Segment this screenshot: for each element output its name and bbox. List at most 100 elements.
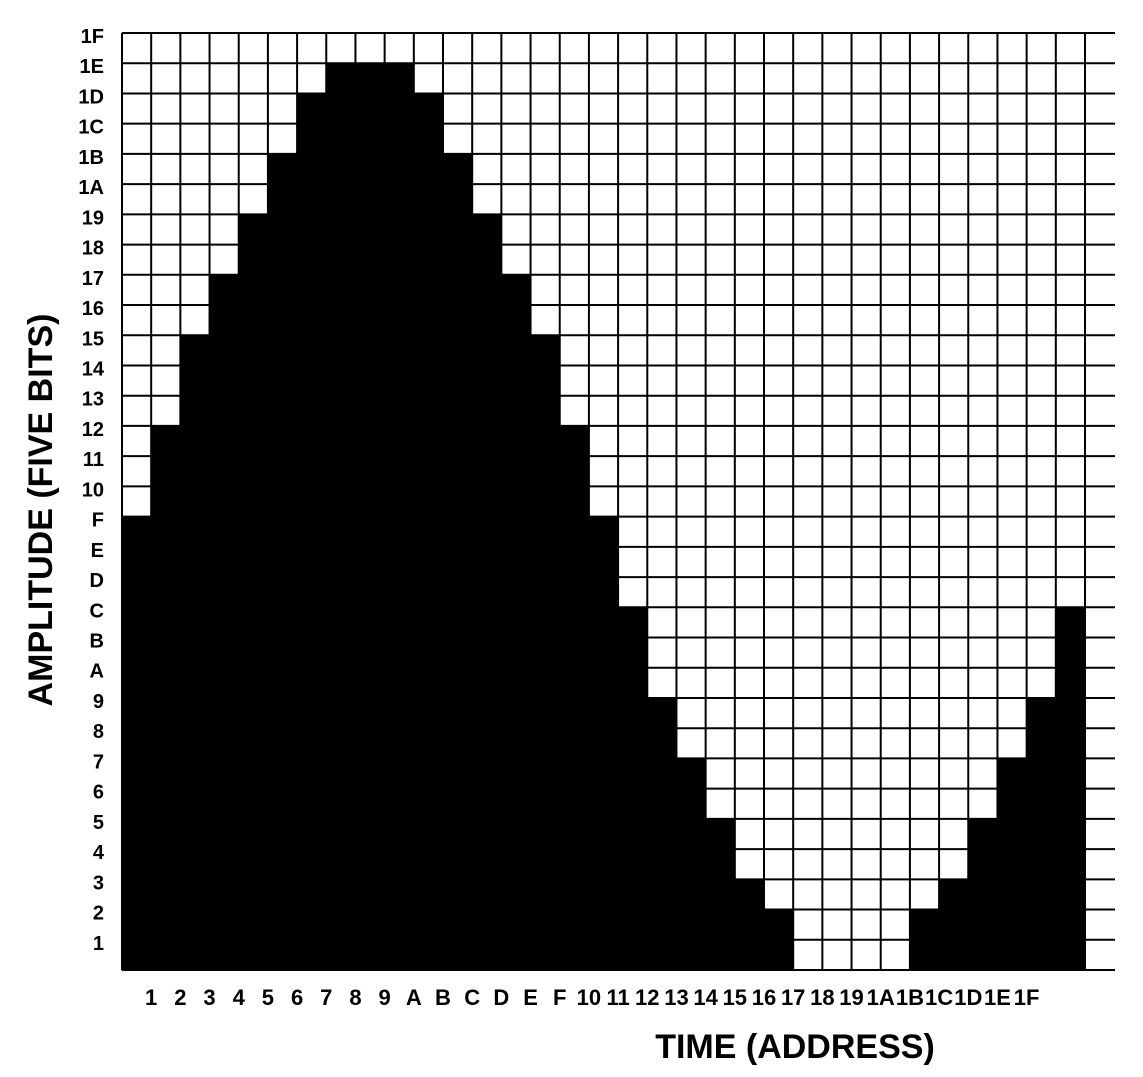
y-tick-label: B (90, 631, 104, 653)
y-tick-label: 7 (93, 751, 104, 773)
amplitude-bar (413, 93, 443, 970)
amplitude-bar (384, 63, 414, 970)
x-tick-label: 1 (145, 985, 157, 1010)
x-tick-label: 6 (291, 985, 303, 1010)
x-tick-label: 10 (577, 985, 601, 1010)
x-tick-label: A (406, 985, 422, 1010)
amplitude-bar (968, 819, 998, 971)
x-tick-label: 15 (723, 985, 747, 1010)
y-tick-label: 10 (82, 479, 104, 501)
y-tick-label: A (90, 661, 104, 683)
amplitude-bar (501, 275, 531, 971)
y-tick-label: 12 (82, 419, 104, 441)
y-tick-label: 1 (93, 933, 104, 955)
amplitude-bar (618, 607, 648, 970)
x-tick-label: 1C (925, 985, 953, 1010)
amplitude-bar (472, 214, 502, 970)
y-tick-label: 1F (81, 26, 104, 48)
x-tick-label: 13 (664, 985, 688, 1010)
x-tick-label: 18 (810, 985, 834, 1010)
amplitude-bar (1055, 607, 1085, 970)
x-tick-label: 4 (233, 985, 246, 1010)
y-tick-label: E (91, 540, 104, 562)
amplitude-bar (647, 698, 677, 971)
y-tick-label: 1A (78, 177, 104, 199)
x-tick-label: 2 (174, 985, 186, 1010)
y-tick-label: 9 (93, 691, 104, 713)
y-axis-label: AMPLITUDE (FIVE BITS) (22, 314, 60, 707)
x-tick-label: 3 (203, 985, 215, 1010)
amplitude-bar (180, 335, 210, 970)
x-tick-label: 9 (379, 985, 391, 1010)
x-tick-label: F (553, 985, 566, 1010)
x-tick-label: 8 (349, 985, 361, 1010)
y-tick-label: 18 (82, 238, 104, 260)
x-tick-label: 1B (896, 985, 924, 1010)
amplitude-bar (764, 910, 794, 971)
amplitude-bar (530, 335, 560, 970)
amplitude-bar (880, 970, 910, 971)
y-tick-label: 16 (82, 298, 104, 320)
y-tick-label: 8 (93, 721, 104, 743)
y-axis-tick-labels: 123456789ABCDEF101112131415161718191A1B1… (78, 26, 104, 955)
amplitude-bar (822, 970, 852, 971)
x-tick-label: 1D (954, 985, 982, 1010)
x-tick-label: C (464, 985, 480, 1010)
amplitude-bar (267, 154, 297, 971)
x-tick-label: 1A (867, 985, 895, 1010)
amplitude-bar (997, 758, 1027, 970)
y-tick-label: 17 (82, 268, 104, 290)
y-tick-label: 1D (78, 86, 104, 108)
x-tick-label: 1E (984, 985, 1011, 1010)
y-tick-label: D (90, 570, 104, 592)
amplitude-bar (122, 517, 152, 971)
y-tick-label: 6 (93, 782, 104, 804)
x-tick-label: B (435, 985, 451, 1010)
x-tick-label: 16 (752, 985, 776, 1010)
amplitude-bar (151, 426, 181, 971)
amplitude-bar (588, 517, 618, 971)
y-tick-label: C (90, 600, 104, 622)
amplitude-bar (676, 758, 706, 970)
x-axis-label: TIME (ADDRESS) (655, 1028, 935, 1066)
x-tick-label: D (493, 985, 509, 1010)
y-tick-label: 1B (78, 147, 104, 169)
x-tick-label: E (523, 985, 538, 1010)
y-tick-label: 11 (83, 449, 104, 471)
y-tick-label: 19 (82, 207, 104, 229)
x-tick-label: 17 (781, 985, 805, 1010)
x-tick-label: 1F (1014, 985, 1040, 1010)
x-tick-label: 5 (262, 985, 274, 1010)
x-tick-label: 11 (606, 985, 629, 1010)
y-tick-label: F (92, 510, 104, 532)
amplitude-bar (939, 879, 969, 970)
y-tick-label: 1E (80, 56, 104, 78)
amplitude-bar (238, 214, 268, 970)
y-tick-label: 3 (93, 872, 104, 894)
y-tick-label: 15 (82, 328, 104, 350)
x-tick-label: 19 (839, 985, 863, 1010)
amplitude-bar (705, 819, 735, 971)
amplitude-bar (734, 879, 764, 970)
x-tick-label: 14 (693, 985, 718, 1010)
y-tick-label: 14 (82, 358, 105, 380)
y-tick-label: 13 (82, 389, 104, 411)
amplitude-bar (851, 970, 881, 971)
y-tick-label: 1C (78, 117, 104, 139)
amplitude-bar (909, 910, 939, 971)
x-tick-label: 7 (320, 985, 332, 1010)
amplitude-bar (793, 970, 823, 971)
y-tick-label: 4 (93, 842, 105, 864)
amplitude-bar (559, 426, 589, 971)
amplitude-bar (1026, 698, 1056, 971)
amplitude-bar (326, 63, 356, 970)
amplitude-bar (355, 63, 385, 970)
amplitude-bar (209, 275, 239, 971)
y-tick-label: 5 (93, 812, 104, 834)
amplitude-bar (443, 154, 473, 971)
x-tick-label: 12 (635, 985, 659, 1010)
y-tick-label: 2 (93, 903, 104, 925)
amplitude-bar (297, 93, 327, 970)
x-axis-tick-labels: 123456789ABCDEF101112131415161718191A1B1… (145, 985, 1039, 1010)
